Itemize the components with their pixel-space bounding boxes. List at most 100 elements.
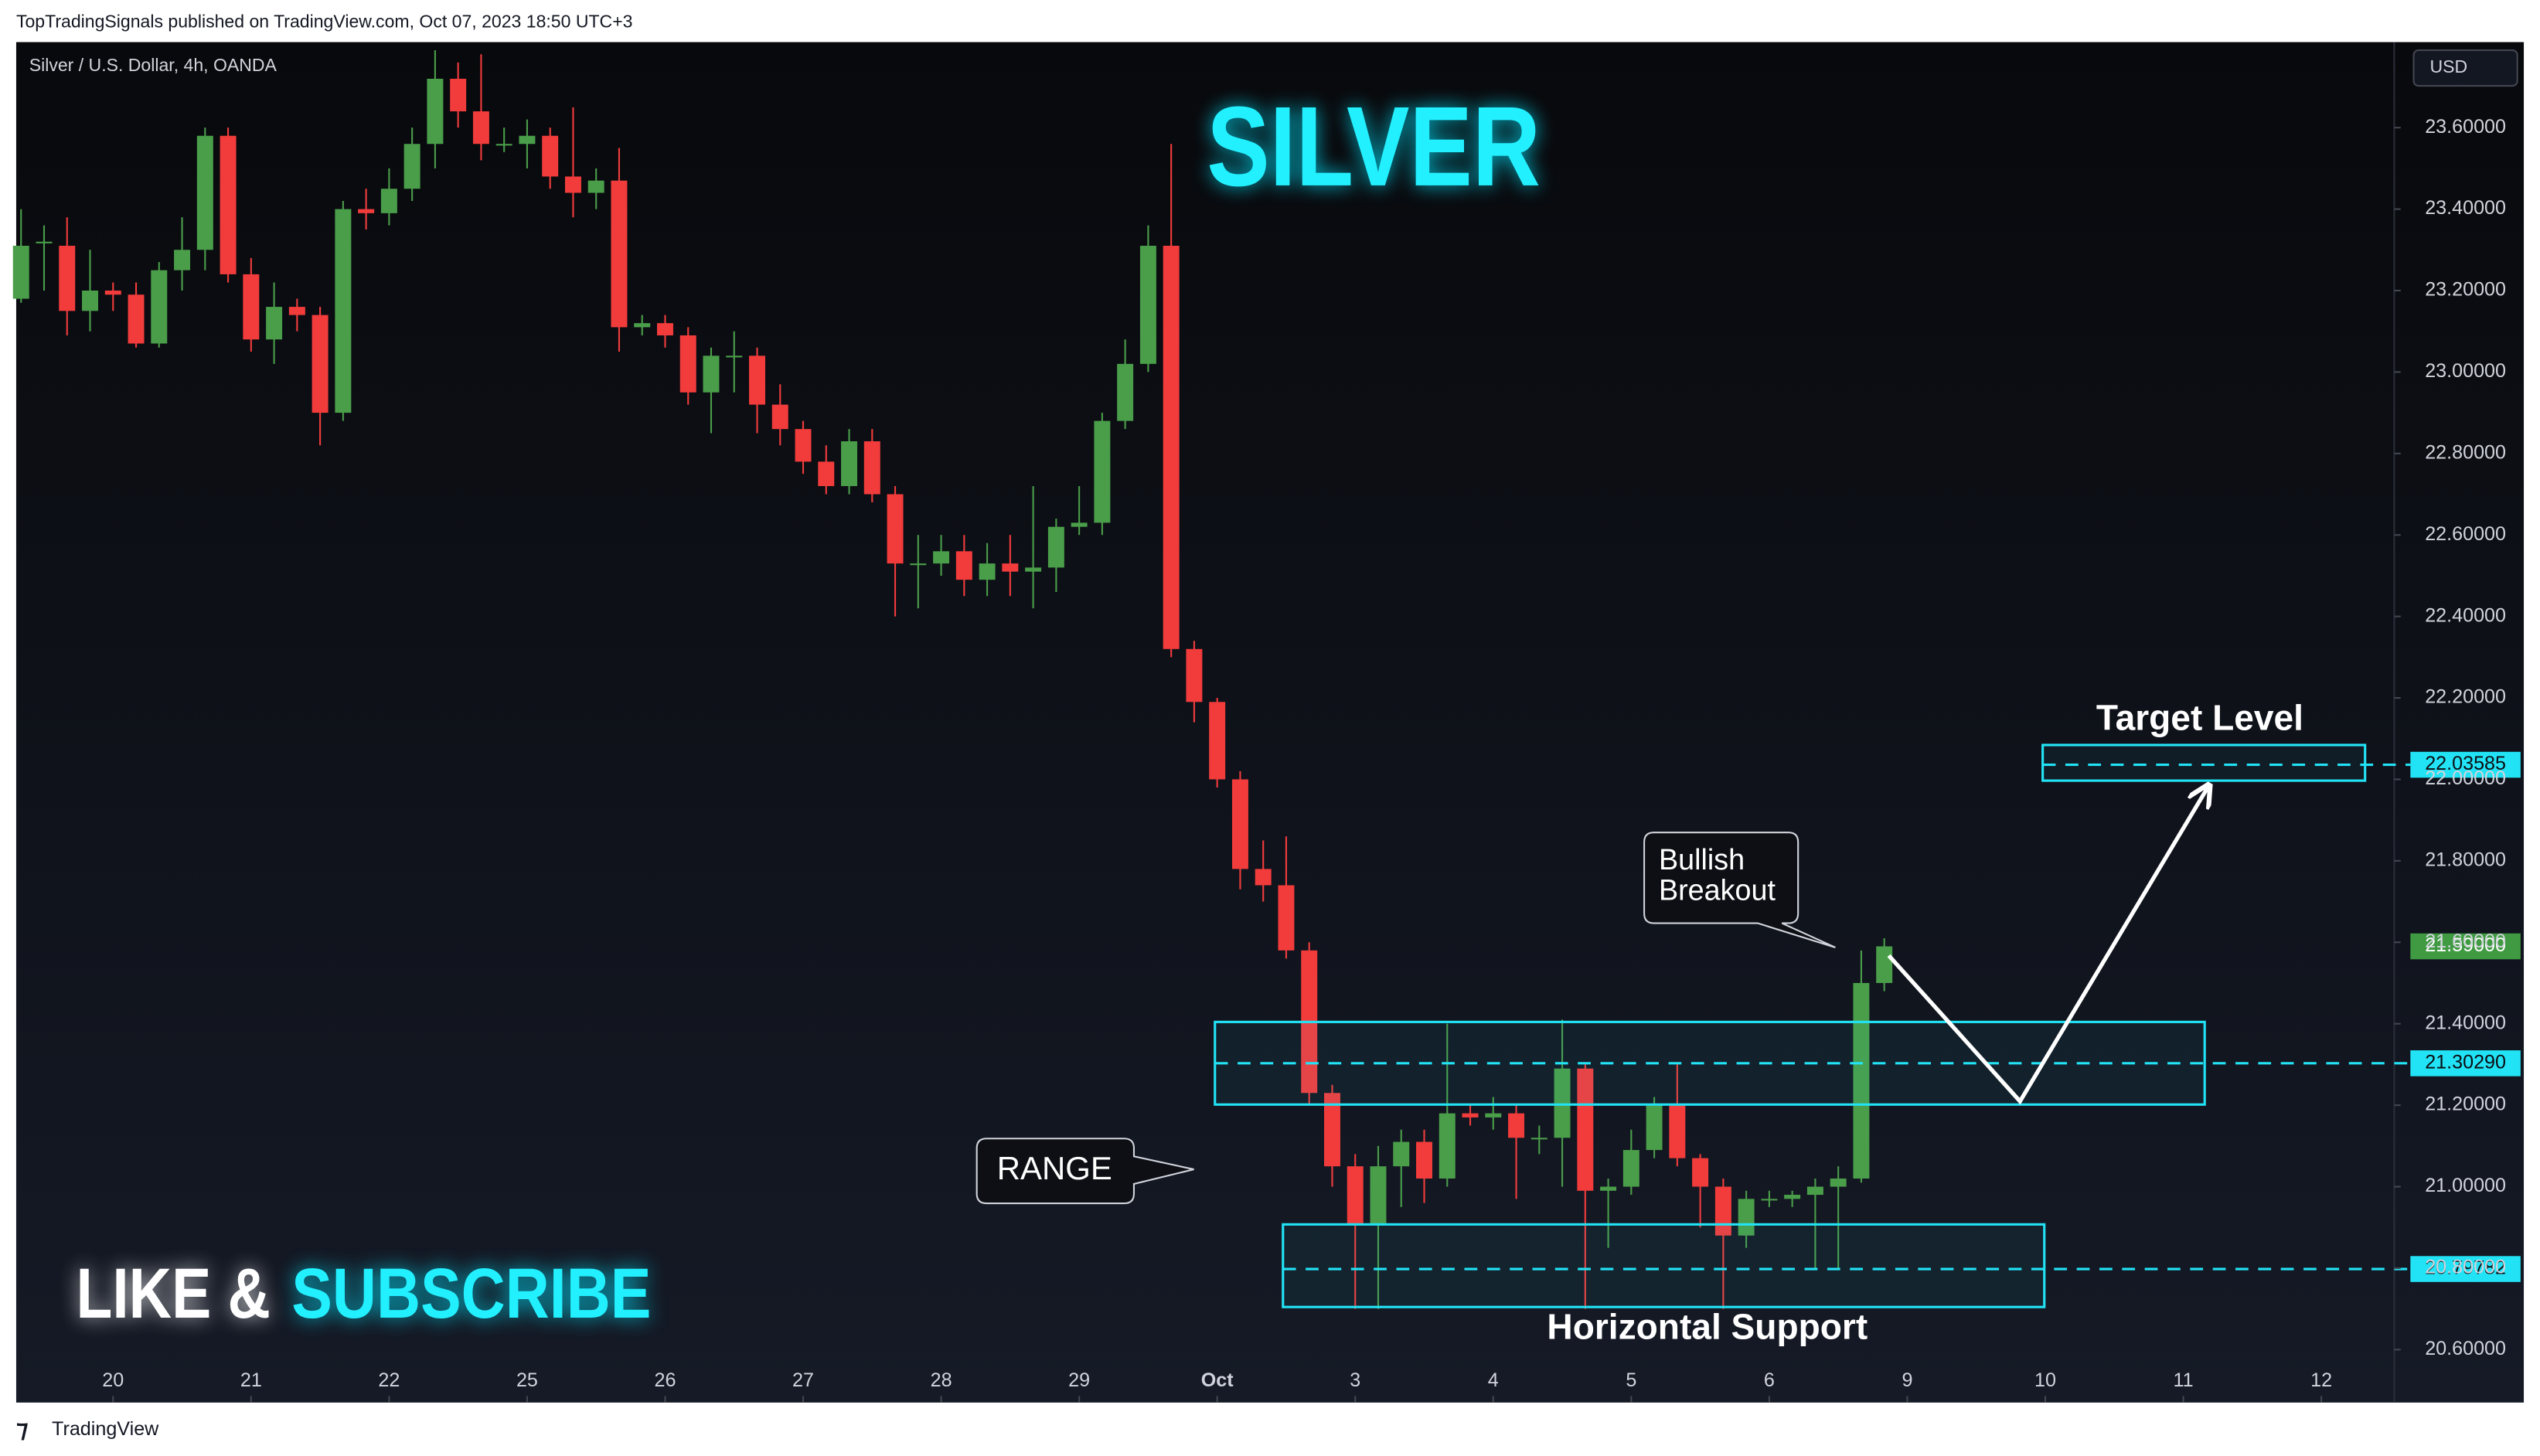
candle-body — [795, 429, 812, 462]
candle-body — [1876, 946, 1893, 983]
y-tick-label: 21.00000 — [2425, 1175, 2506, 1196]
candle-body — [1209, 702, 1226, 780]
candle-body — [1853, 982, 1870, 1179]
y-tick-label: 23.20000 — [2425, 279, 2506, 301]
breakout-callout — [1643, 832, 1836, 948]
candle-body — [1117, 363, 1134, 421]
candle-body — [427, 78, 444, 145]
x-tick-label: 22 — [378, 1369, 400, 1391]
y-tick-label: 21.80000 — [2425, 849, 2506, 871]
plot-bg — [15, 42, 2525, 1403]
candle-body — [542, 135, 559, 177]
y-tick-label: 21.20000 — [2425, 1094, 2506, 1115]
candle-body — [1186, 648, 1203, 702]
level-badge — [2410, 751, 2521, 778]
candle-body — [196, 135, 213, 250]
candle-body — [1323, 1093, 1340, 1167]
candle-body — [1577, 1068, 1594, 1191]
candle-body — [1439, 1113, 1456, 1179]
x-tick-label: 6 — [1764, 1369, 1775, 1391]
range-callout — [975, 1138, 1194, 1205]
y-tick-label: 22.20000 — [2425, 686, 2506, 708]
x-tick-label: 11 — [2173, 1369, 2193, 1391]
candle-body — [933, 551, 950, 564]
candle-body — [955, 551, 972, 580]
candle-body — [564, 176, 581, 193]
candle-body — [1784, 1195, 1801, 1199]
footer: TradingView — [52, 1418, 159, 1440]
projection-arrow — [1887, 787, 2208, 1105]
y-tick-label: 22.60000 — [2425, 523, 2506, 545]
level-label: 21.59000 — [2425, 934, 2506, 956]
candle-body — [495, 144, 512, 146]
y-tick-label: 23.60000 — [2425, 116, 2506, 138]
candle-body — [36, 241, 53, 243]
breakout-label: Breakout — [1659, 874, 1776, 907]
candle-body — [450, 78, 467, 112]
y-tick-label: 20.60000 — [2425, 1338, 2506, 1359]
footer-logo: ⁊ — [16, 1415, 29, 1442]
support-zone — [1282, 1223, 2046, 1308]
candle-body — [841, 441, 858, 486]
level-label: 22.03585 — [2425, 753, 2506, 774]
candle-body — [1462, 1113, 1479, 1118]
y-tick-label: 22.80000 — [2425, 441, 2506, 463]
candle-body — [243, 274, 260, 340]
level-badge — [2410, 1256, 2521, 1282]
candle-body — [380, 189, 397, 213]
candle-body — [611, 180, 628, 328]
candle-body — [1416, 1141, 1432, 1179]
x-tick-label: 27 — [792, 1369, 814, 1391]
candle-body — [472, 111, 489, 145]
candle-body — [12, 246, 29, 299]
y-tick-label: 20.80000 — [2425, 1257, 2506, 1278]
candle-body — [703, 355, 720, 393]
levels: 22.03585 21.59000 21.30290 20.79782 — [1214, 751, 2521, 1282]
candle-body — [657, 323, 673, 335]
candle-body — [1830, 1178, 1847, 1187]
x-tick-label: 21 — [240, 1369, 262, 1391]
candle-body — [1094, 420, 1111, 523]
candle-body — [1692, 1158, 1709, 1187]
candle-body — [358, 209, 375, 213]
y-tick-label: 21.60000 — [2425, 930, 2506, 952]
candle-body — [910, 563, 927, 566]
x-tick-label: 25 — [516, 1369, 538, 1391]
range-label: RANGE — [997, 1150, 1112, 1186]
x-tick-label: 3 — [1350, 1369, 1360, 1391]
candle-body — [288, 307, 305, 315]
candle-body — [863, 441, 880, 495]
candle-body — [1669, 1105, 1686, 1158]
candle-body — [128, 294, 145, 344]
candle-body — [1347, 1166, 1364, 1223]
x-tick-label: 9 — [1902, 1369, 1912, 1391]
y-tick-label: 22.00000 — [2425, 767, 2506, 789]
candle-body — [1255, 869, 1272, 886]
candle-body — [1530, 1138, 1547, 1140]
candle-body — [1508, 1113, 1525, 1138]
x-tick-label: 4 — [1488, 1369, 1499, 1391]
level-badge — [2410, 933, 2521, 960]
y-tick-label: 21.40000 — [2425, 1012, 2506, 1033]
candle-body — [104, 290, 121, 295]
candle-body — [1485, 1113, 1502, 1118]
x-tick-label: 10 — [2034, 1369, 2056, 1391]
support-label: Horizontal Support — [1547, 1307, 1868, 1347]
breakout-label: Bullish — [1659, 843, 1745, 876]
headline: SILVER — [1207, 83, 1541, 210]
candle-body — [1047, 526, 1064, 568]
subscribe-text: SUBSCRIBE — [291, 1254, 651, 1333]
y-tick-label: 23.00000 — [2425, 360, 2506, 382]
y-tick-label: 23.40000 — [2425, 197, 2506, 219]
like-text: LIKE & — [76, 1254, 270, 1333]
candle-body — [335, 209, 352, 413]
candle-body — [726, 355, 743, 358]
candle-body — [312, 315, 329, 413]
candle-body — [1370, 1166, 1387, 1223]
candle-body — [1393, 1141, 1410, 1167]
candle-body — [1806, 1186, 1823, 1196]
currency-button[interactable] — [2412, 49, 2518, 87]
x-tick-label: 28 — [931, 1369, 952, 1391]
candle-body — [59, 246, 76, 311]
